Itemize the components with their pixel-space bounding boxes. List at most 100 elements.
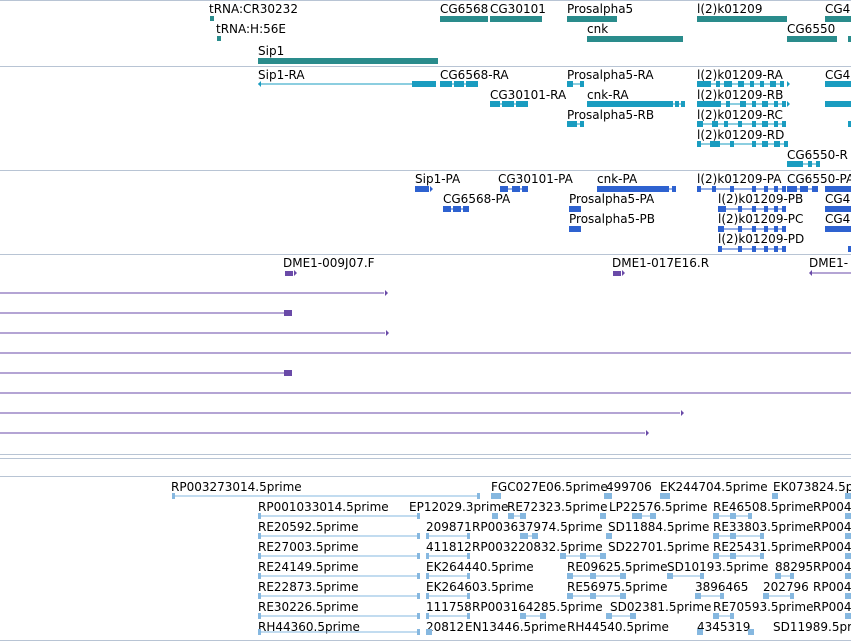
est-block[interactable] <box>845 533 851 539</box>
feature-label[interactable]: RP003220832.5prime <box>472 540 603 554</box>
feature-label[interactable]: l(2)k01209-PA <box>697 172 782 186</box>
exon-block[interactable] <box>764 206 768 212</box>
gene-bar[interactable] <box>848 36 851 42</box>
feature-label[interactable]: Prosalpha5-PB <box>569 212 655 226</box>
est-block[interactable] <box>845 513 851 519</box>
exon-block[interactable] <box>800 186 808 192</box>
exon-block[interactable] <box>808 161 812 167</box>
est-block[interactable] <box>426 613 429 619</box>
exon-block[interactable] <box>774 206 778 212</box>
exon-block[interactable] <box>667 573 673 579</box>
exon-block[interactable] <box>522 186 528 192</box>
feature-label[interactable]: CG30101-RA <box>490 88 567 102</box>
feature-label[interactable]: RE56975.5prime <box>567 580 668 594</box>
feature-label[interactable]: Prosalpha5-PA <box>569 192 655 206</box>
feature-label[interactable]: l(2)k01209-PC <box>718 212 804 226</box>
exon-block[interactable] <box>466 81 478 87</box>
feature-label[interactable]: RP004 <box>813 520 851 534</box>
exon-block[interactable] <box>774 121 778 127</box>
feature-label[interactable]: RH44360.5prime <box>258 620 360 634</box>
exon-block[interactable] <box>700 573 704 579</box>
est-block[interactable] <box>477 493 480 499</box>
est-block[interactable] <box>417 533 420 539</box>
feature-label[interactable]: RP004 <box>813 600 851 614</box>
exon-block[interactable] <box>782 206 786 212</box>
exon-block[interactable] <box>697 81 711 87</box>
exon-block[interactable] <box>726 101 730 107</box>
clone-end[interactable] <box>285 271 293 276</box>
est-block[interactable] <box>467 533 470 539</box>
gene-bar[interactable] <box>490 16 542 22</box>
exon-block[interactable] <box>774 246 778 252</box>
est-block[interactable] <box>426 533 429 539</box>
feature-label[interactable]: FGC027E06.5prime <box>491 480 608 494</box>
exon-block[interactable] <box>752 141 756 147</box>
exon-block[interactable] <box>724 81 732 87</box>
feature-label[interactable]: RP003273014.5prime <box>171 480 302 494</box>
est-block[interactable] <box>467 553 470 559</box>
gene-bar[interactable] <box>567 16 617 22</box>
exon-block[interactable] <box>752 101 756 107</box>
exon-block[interactable] <box>724 121 728 127</box>
strand-arrow-icon[interactable] <box>294 270 297 276</box>
est-block[interactable] <box>417 613 420 619</box>
exon-block[interactable] <box>740 101 746 107</box>
exon-block[interactable] <box>580 121 584 127</box>
feature-label[interactable]: EK073824.5p <box>773 480 851 494</box>
exon-block[interactable] <box>730 553 736 559</box>
exon-block[interactable] <box>825 186 851 192</box>
gene-bar[interactable] <box>258 58 438 64</box>
est-block[interactable] <box>258 593 261 599</box>
exon-block[interactable] <box>730 533 736 539</box>
feature-label[interactable]: RE25431.5prime <box>713 540 814 554</box>
est-block[interactable] <box>426 553 429 559</box>
exon-block[interactable] <box>567 593 573 599</box>
exon-block[interactable] <box>532 533 538 539</box>
feature-label[interactable]: cnk <box>587 22 609 36</box>
feature-label[interactable]: Prosalpha5 <box>567 2 634 16</box>
exon-block[interactable] <box>590 573 596 579</box>
feature-label[interactable]: CG4 <box>825 68 851 82</box>
feature-label[interactable]: EK244704.5prime <box>660 480 768 494</box>
feature-label[interactable]: RP003164285.5prime <box>472 600 603 614</box>
exon-block[interactable] <box>516 101 528 107</box>
feature-label[interactable]: CG6568 <box>440 2 489 16</box>
est-block[interactable] <box>845 553 851 559</box>
est-block[interactable] <box>417 553 420 559</box>
exon-block[interactable] <box>590 593 596 599</box>
est-block[interactable] <box>467 593 470 599</box>
exon-block[interactable] <box>512 186 520 192</box>
exon-block[interactable] <box>730 186 734 192</box>
exon-block[interactable] <box>620 593 626 599</box>
exon-block[interactable] <box>500 186 508 192</box>
exon-block[interactable] <box>713 533 719 539</box>
exon-block[interactable] <box>540 613 546 619</box>
gene-bar[interactable] <box>440 16 488 22</box>
exon-block[interactable] <box>712 186 716 192</box>
exon-block[interactable] <box>825 226 851 232</box>
exon-block[interactable] <box>454 81 464 87</box>
est-block[interactable] <box>258 553 261 559</box>
feature-label[interactable]: RE33803.5prime <box>713 520 814 534</box>
est-block[interactable] <box>845 613 851 619</box>
exon-block[interactable] <box>770 81 776 87</box>
exon-block[interactable] <box>764 186 768 192</box>
gene-bar[interactable] <box>587 36 683 42</box>
strand-arrow-icon[interactable] <box>809 270 812 276</box>
exon-block[interactable] <box>672 186 676 192</box>
exon-block[interactable] <box>453 206 461 212</box>
exon-block[interactable] <box>697 101 721 107</box>
exon-block[interactable] <box>782 246 786 252</box>
feature-label[interactable]: EP12029.3prime <box>409 500 509 514</box>
est-block[interactable] <box>697 629 703 635</box>
exon-block[interactable] <box>681 101 685 107</box>
feature-label[interactable]: l(2)k01209-RC <box>697 108 783 122</box>
clone-end[interactable] <box>284 370 292 376</box>
feature-label[interactable]: l(2)k01209-RD <box>697 128 785 142</box>
est-block[interactable] <box>845 593 851 599</box>
exon-block[interactable] <box>520 613 526 619</box>
strand-arrow-icon[interactable] <box>258 81 261 87</box>
exon-block[interactable] <box>463 206 469 212</box>
est-block[interactable] <box>467 613 470 619</box>
exon-block[interactable] <box>774 101 778 107</box>
